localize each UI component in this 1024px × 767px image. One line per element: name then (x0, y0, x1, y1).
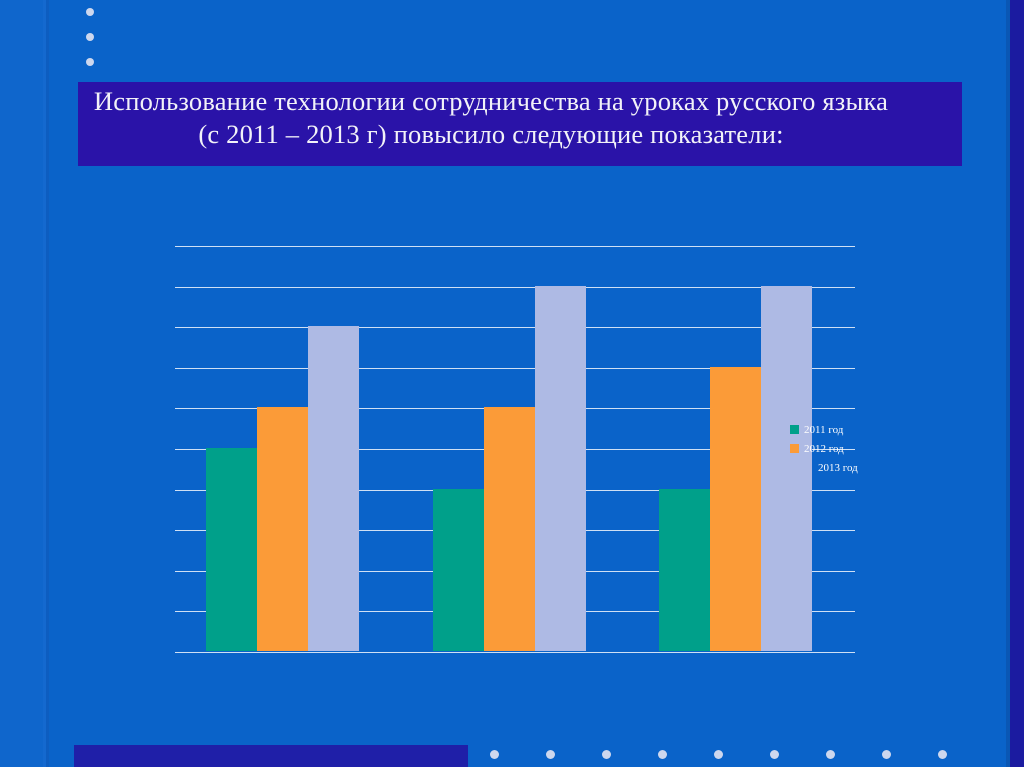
slide-title: Использование технологии сотрудничества … (93, 86, 895, 149)
chart-bar (257, 407, 308, 651)
chart-bar (659, 489, 710, 651)
decorative-dot-icon (546, 750, 555, 759)
decorative-dot-icon (658, 750, 667, 759)
legend-swatch-icon (790, 444, 799, 453)
decorative-dot-icon (714, 750, 723, 759)
chart-gridline (175, 652, 855, 653)
legend-item[interactable]: 2013 год (790, 458, 910, 477)
decorative-dot-icon (86, 58, 94, 66)
right-decorative-band (1010, 0, 1024, 767)
title-banner (78, 82, 962, 166)
decorative-dot-icon (602, 750, 611, 759)
chart-gridline (175, 368, 855, 369)
chart-plot-area (175, 246, 855, 653)
legend-item-label: 2011 год (804, 423, 844, 436)
chart-gridline (175, 287, 855, 288)
chart-bar (206, 448, 257, 651)
legend-item-label: 2013 год (818, 461, 858, 474)
chart-bar (308, 326, 359, 651)
decorative-dot-icon (938, 750, 947, 759)
bottom-decorative-dots (490, 748, 1000, 762)
legend-item[interactable]: 2012 год (790, 439, 910, 458)
bar-chart (175, 246, 855, 656)
bottom-decorative-bar (74, 745, 468, 767)
chart-gridline (175, 327, 855, 328)
chart-bar (761, 286, 812, 651)
decorative-dot-icon (882, 750, 891, 759)
legend-item[interactable]: 2011 год (790, 420, 910, 439)
chart-bar (710, 367, 761, 651)
decorative-dot-icon (86, 33, 94, 41)
chart-legend: 2011 год 2012 год 2013 год (790, 420, 910, 477)
decorative-dot-icon (826, 750, 835, 759)
legend-item-label: 2012 год (804, 442, 844, 455)
chart-bar (433, 489, 484, 651)
chart-bar (535, 286, 586, 651)
left-decorative-band (0, 0, 49, 767)
chart-bar (484, 407, 535, 651)
decorative-dot-icon (770, 750, 779, 759)
decorative-dot-icon (86, 8, 94, 16)
right-decorative-stripe (1006, 0, 1010, 767)
decorative-dot-icon (490, 750, 499, 759)
legend-swatch-icon (790, 425, 799, 434)
chart-gridline (175, 246, 855, 247)
left-band-inner (0, 0, 43, 767)
